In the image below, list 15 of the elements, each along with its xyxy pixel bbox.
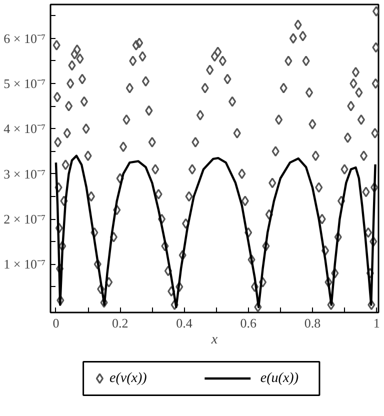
y-tick-label: 1 × 10⁻⁷ (4, 256, 46, 272)
y-tick-label: 2 × 10⁻⁷ (4, 212, 46, 227)
y-tick-label: 6 × 10⁻⁷ (4, 30, 46, 46)
legend-label: e(v(x)) (110, 371, 148, 386)
x-tick-label: 0.8 (304, 316, 321, 330)
x-tick-label: 0 (52, 316, 60, 330)
x-tick-label: 0.6 (240, 316, 257, 330)
y-tick-label: 5 × 10⁻⁷ (4, 76, 46, 92)
y-tick-label: 4 × 10⁻⁷ (4, 121, 46, 136)
x-tick-label: 0.4 (176, 316, 193, 330)
legend-label: e(u(x)) (260, 371, 299, 386)
x-axis-title: x (210, 332, 218, 348)
x-tick-label: 0.2 (112, 316, 128, 330)
x-tick-label: 1 (373, 316, 380, 330)
y-tick-label: 3 × 10⁻⁷ (4, 166, 46, 182)
